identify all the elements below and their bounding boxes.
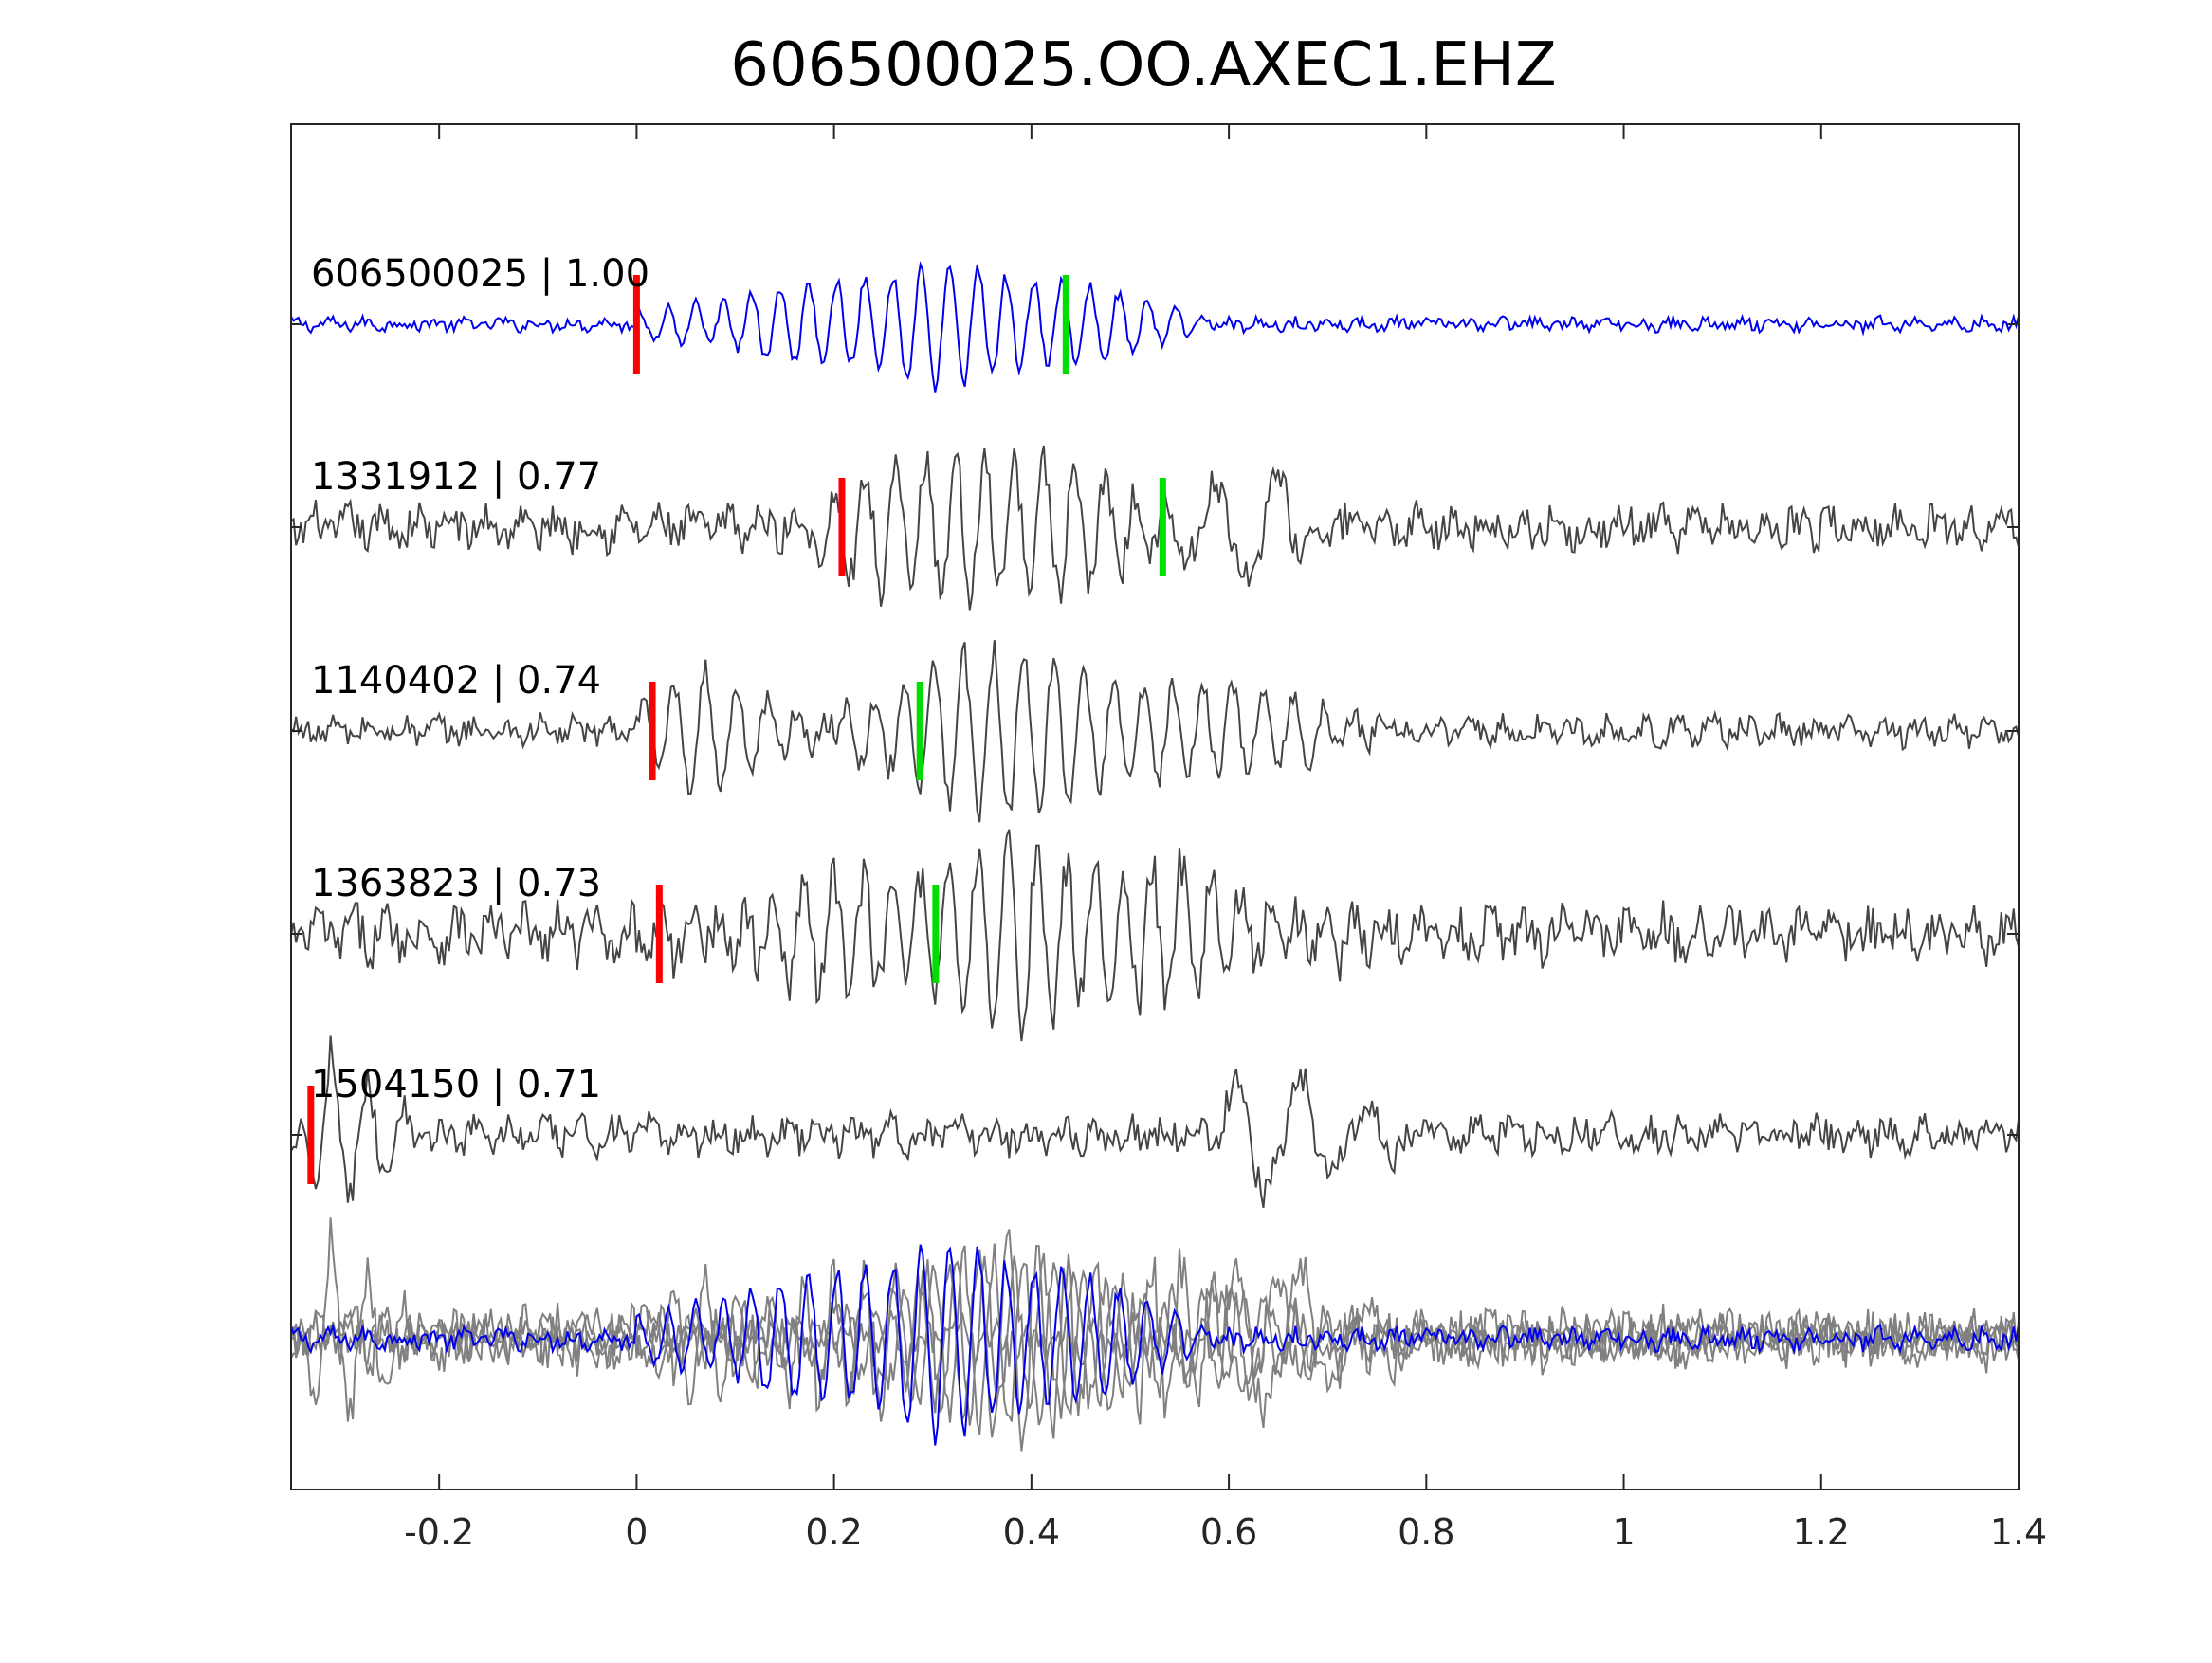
- trace-label-1140402: 1140402 | 0.74: [311, 659, 601, 703]
- trace-line-1140402: [290, 640, 2020, 823]
- x-tick-label: 0.8: [1398, 1511, 1454, 1553]
- x-tick-label: 0.2: [805, 1511, 862, 1553]
- stack-trace-1140402: [290, 1243, 2020, 1435]
- trace-label-1331912: 1331912 | 0.77: [311, 455, 601, 499]
- x-tick-label: 0.6: [1200, 1511, 1257, 1553]
- x-tick-label: 0: [625, 1511, 648, 1553]
- trace-line-1504150: [290, 1035, 2020, 1208]
- trace-label-606500025: 606500025 | 1.00: [311, 252, 649, 296]
- x-tick-label: -0.2: [404, 1511, 474, 1553]
- x-tick-label: 1: [1612, 1511, 1635, 1553]
- trace-line-606500025: [290, 260, 2020, 393]
- trace-label-1363823: 1363823 | 0.73: [311, 862, 601, 905]
- trace-line-1331912: [290, 445, 2020, 611]
- stack-trace-606500025: [290, 1244, 2020, 1446]
- x-tick-label: 0.4: [1003, 1511, 1060, 1553]
- picks-layer: [307, 275, 1166, 1184]
- x-axis: -0.2 0 0.2 0.4 0.6 0.8 1 1.2 1.4: [291, 124, 2047, 1553]
- x-tick-label: 1.2: [1793, 1511, 1850, 1553]
- chart-title: 606500025.OO.AXEC1.EHZ: [730, 30, 1557, 101]
- stack-trace-1363823: [290, 1229, 2020, 1452]
- trace-label-1504150: 1504150 | 0.71: [311, 1063, 601, 1106]
- trace-labels-layer: 606500025 | 1.00 1331912 | 0.77 1140402 | …: [311, 252, 649, 1106]
- axes-box: [290, 123, 2020, 1490]
- stack-trace-1504150: [290, 1217, 2020, 1429]
- traces-layer: [290, 260, 2020, 1452]
- trace-line-1363823: [290, 829, 2020, 1042]
- x-tick-label: 1.4: [1990, 1511, 2047, 1553]
